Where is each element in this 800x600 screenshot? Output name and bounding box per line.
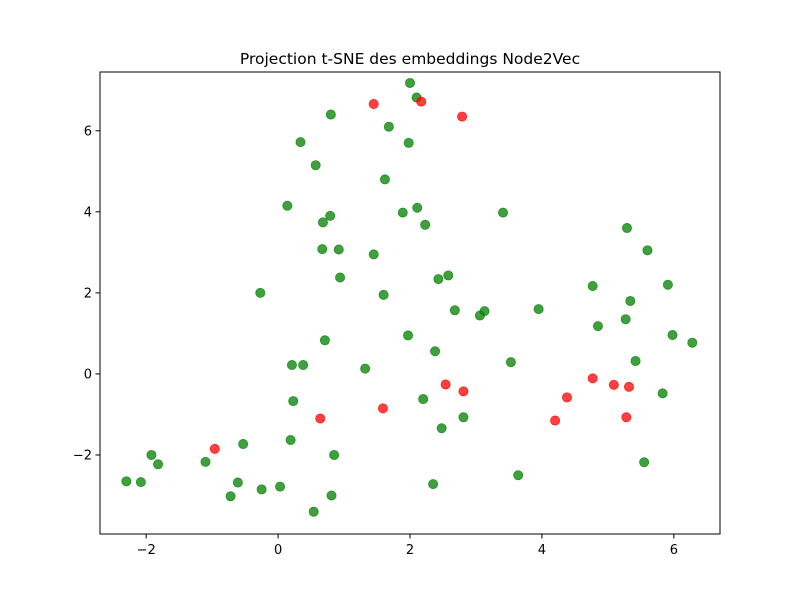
- data-point: [397, 207, 408, 218]
- data-point: [335, 272, 346, 283]
- x-tick-label: 6: [670, 543, 678, 558]
- x-tick-label: 0: [274, 543, 282, 558]
- data-point: [282, 200, 293, 211]
- data-point: [255, 287, 266, 298]
- data-point: [403, 137, 414, 148]
- y-tick-label: −2: [73, 448, 92, 463]
- data-point: [325, 109, 336, 120]
- y-tick-label: 2: [84, 286, 92, 301]
- data-point: [533, 304, 544, 315]
- data-point: [333, 244, 344, 255]
- data-point: [285, 434, 296, 445]
- data-point: [449, 305, 460, 316]
- data-point: [325, 210, 336, 221]
- data-point: [308, 506, 319, 517]
- data-point: [256, 484, 267, 495]
- data-point: [505, 357, 516, 368]
- data-point: [378, 289, 389, 300]
- data-point: [275, 481, 286, 492]
- data-point: [458, 412, 469, 423]
- chart-title: Projection t-SNE des embeddings Node2Vec: [240, 50, 580, 68]
- data-point: [310, 160, 321, 171]
- data-point: [443, 270, 454, 281]
- data-point: [232, 477, 243, 488]
- data-point: [326, 490, 337, 501]
- data-point: [639, 457, 650, 468]
- data-point: [587, 373, 598, 384]
- data-point: [513, 470, 524, 481]
- data-point: [286, 360, 297, 371]
- data-point: [561, 392, 572, 403]
- data-point: [379, 174, 390, 185]
- data-point: [416, 96, 427, 107]
- data-point: [329, 449, 340, 460]
- data-point: [404, 77, 415, 88]
- data-point: [592, 321, 603, 332]
- data-point: [662, 279, 673, 290]
- data-point: [428, 479, 439, 490]
- x-tick-label: 2: [406, 543, 414, 558]
- data-point: [458, 386, 469, 397]
- x-tick-label: 4: [538, 543, 546, 558]
- data-point: [457, 111, 468, 122]
- data-point: [420, 219, 431, 230]
- data-point: [621, 412, 632, 423]
- data-point: [319, 335, 330, 346]
- data-point: [135, 477, 146, 488]
- data-point: [317, 244, 328, 255]
- data-point: [436, 423, 447, 434]
- data-point: [288, 396, 299, 407]
- data-point: [623, 381, 634, 392]
- data-point: [608, 379, 619, 390]
- data-point: [403, 330, 414, 341]
- data-point: [295, 137, 306, 148]
- data-point: [317, 217, 328, 228]
- data-point: [630, 355, 641, 366]
- y-tick-label: 6: [84, 124, 92, 139]
- data-point: [153, 459, 164, 470]
- data-point: [209, 443, 220, 454]
- y-tick-label: 0: [84, 367, 92, 382]
- x-tick-label: −2: [137, 543, 156, 558]
- data-point: [383, 121, 394, 132]
- y-axis: −2 0 2 4 6: [73, 124, 100, 463]
- data-point: [200, 456, 211, 467]
- data-point: [497, 207, 508, 218]
- data-point: [360, 363, 371, 374]
- data-point: [315, 413, 326, 424]
- data-point: [298, 360, 309, 371]
- data-point: [622, 223, 633, 234]
- scatter-points: [121, 77, 698, 517]
- data-point: [642, 245, 653, 256]
- x-axis: −2 0 2 4 6: [137, 534, 678, 558]
- data-point: [657, 388, 668, 399]
- data-point: [238, 439, 249, 450]
- data-point: [412, 202, 423, 213]
- data-point: [225, 491, 236, 502]
- data-point: [430, 346, 441, 357]
- data-point: [368, 99, 379, 110]
- data-point: [550, 415, 561, 426]
- data-point: [687, 337, 698, 348]
- data-point: [667, 330, 678, 341]
- data-point: [625, 295, 636, 306]
- y-tick-label: 4: [84, 205, 92, 220]
- data-point: [418, 394, 429, 405]
- data-point: [146, 449, 157, 460]
- data-point: [587, 280, 598, 291]
- data-point: [368, 249, 379, 260]
- data-point: [440, 379, 451, 390]
- data-point: [121, 476, 132, 487]
- data-point: [620, 314, 631, 325]
- data-point: [474, 310, 485, 321]
- data-point: [433, 274, 444, 285]
- data-point: [377, 403, 388, 414]
